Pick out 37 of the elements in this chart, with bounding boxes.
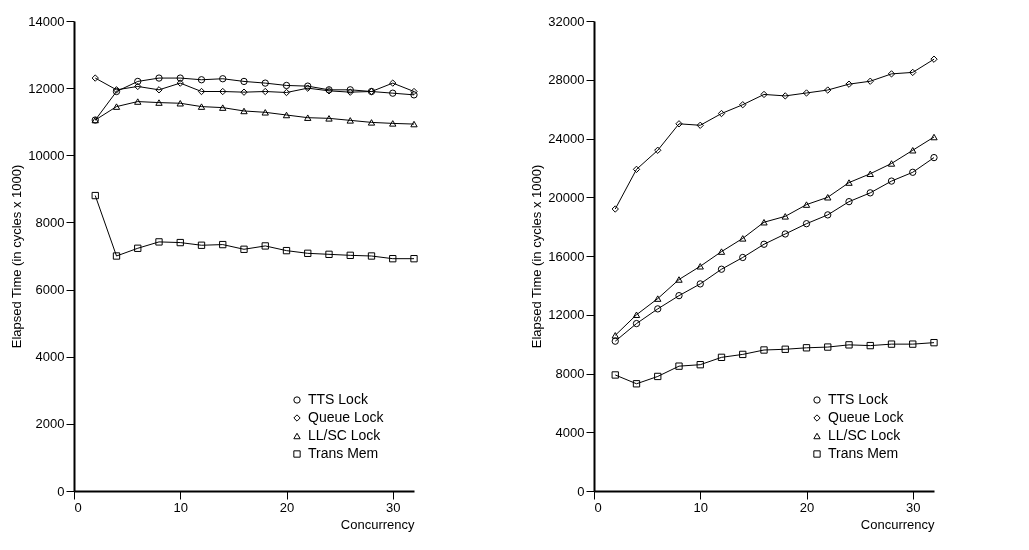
y-axis-title: Elapsed Time (in cycles x 1000) bbox=[529, 164, 545, 349]
y-tick-label: 8000 bbox=[35, 214, 65, 230]
legend-label: TTS Lock bbox=[308, 391, 369, 407]
x-tick-label: 30 bbox=[386, 499, 401, 515]
y-tick-label: 28000 bbox=[548, 72, 585, 88]
x-tick-label: 0 bbox=[594, 499, 602, 515]
x-tick-label: 30 bbox=[906, 499, 921, 515]
legend-label: TTS Lock bbox=[828, 391, 889, 407]
y-tick-label: 12000 bbox=[548, 307, 585, 323]
legend-label: Trans Mem bbox=[308, 445, 379, 461]
y-tick-label: 10000 bbox=[28, 147, 65, 163]
legend-label: Trans Mem bbox=[828, 445, 899, 461]
legend-label: LL/SC Lock bbox=[828, 427, 902, 443]
y-tick-label: 8000 bbox=[555, 366, 585, 381]
x-axis-title: Concurrency bbox=[860, 516, 935, 532]
x-tick-label: 20 bbox=[279, 499, 295, 515]
y-axis-title: Elapsed Time (in cycles x 1000) bbox=[9, 164, 25, 349]
x-axis-title: Concurrency bbox=[340, 516, 415, 532]
y-tick-label: 16000 bbox=[548, 248, 585, 264]
y-tick-label: 0 bbox=[57, 483, 65, 499]
y-tick-label: 14000 bbox=[28, 13, 65, 29]
legend-label: Queue Lock bbox=[828, 409, 905, 425]
legend-label: LL/SC Lock bbox=[308, 427, 382, 443]
y-tick-label: 24000 bbox=[548, 131, 585, 146]
x-tick-label: 20 bbox=[799, 499, 815, 515]
legend-label: Queue Lock bbox=[308, 409, 385, 425]
x-tick-label: 10 bbox=[173, 499, 188, 515]
y-tick-label: 32000 bbox=[548, 13, 585, 29]
y-tick-label: 12000 bbox=[28, 80, 65, 96]
y-tick-label: 20000 bbox=[548, 189, 585, 205]
y-tick-label: 4000 bbox=[555, 424, 585, 440]
y-tick-label: 6000 bbox=[35, 282, 65, 298]
y-tick-label: 4000 bbox=[35, 349, 65, 365]
x-tick-label: 10 bbox=[693, 499, 708, 515]
x-tick-label: 0 bbox=[74, 499, 82, 515]
y-tick-label: 2000 bbox=[35, 416, 65, 432]
y-tick-label: 0 bbox=[577, 483, 585, 499]
